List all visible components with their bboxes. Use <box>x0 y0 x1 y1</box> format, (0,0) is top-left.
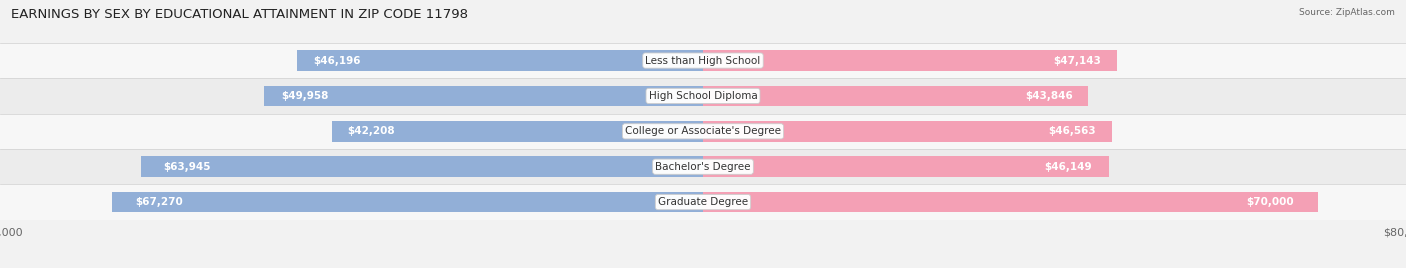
Bar <box>141 157 703 177</box>
Text: $46,149: $46,149 <box>1045 162 1092 172</box>
Text: $42,208: $42,208 <box>347 126 395 136</box>
Text: $46,563: $46,563 <box>1049 126 1095 136</box>
Text: EARNINGS BY SEX BY EDUCATIONAL ATTAINMENT IN ZIP CODE 11798: EARNINGS BY SEX BY EDUCATIONAL ATTAINMEN… <box>11 8 468 21</box>
Bar <box>332 121 703 142</box>
Text: $67,270: $67,270 <box>135 197 183 207</box>
Bar <box>703 121 1112 142</box>
Bar <box>0 114 1406 149</box>
Bar <box>297 50 703 71</box>
Text: $46,196: $46,196 <box>314 55 361 66</box>
Text: Bachelor's Degree: Bachelor's Degree <box>655 162 751 172</box>
Bar <box>0 78 1406 114</box>
Text: Source: ZipAtlas.com: Source: ZipAtlas.com <box>1299 8 1395 17</box>
Text: $43,846: $43,846 <box>1025 91 1073 101</box>
Text: $70,000: $70,000 <box>1246 197 1294 207</box>
Text: $63,945: $63,945 <box>163 162 211 172</box>
Bar <box>0 43 1406 78</box>
Text: $47,143: $47,143 <box>1053 55 1101 66</box>
Text: Less than High School: Less than High School <box>645 55 761 66</box>
Bar <box>264 86 703 106</box>
Bar <box>112 192 703 212</box>
Bar <box>0 149 1406 184</box>
Text: High School Diploma: High School Diploma <box>648 91 758 101</box>
Bar <box>703 86 1088 106</box>
Text: Graduate Degree: Graduate Degree <box>658 197 748 207</box>
Text: College or Associate's Degree: College or Associate's Degree <box>626 126 780 136</box>
Text: $49,958: $49,958 <box>281 91 329 101</box>
Bar <box>0 184 1406 220</box>
Bar <box>703 192 1319 212</box>
Bar <box>703 157 1108 177</box>
Bar <box>703 50 1118 71</box>
